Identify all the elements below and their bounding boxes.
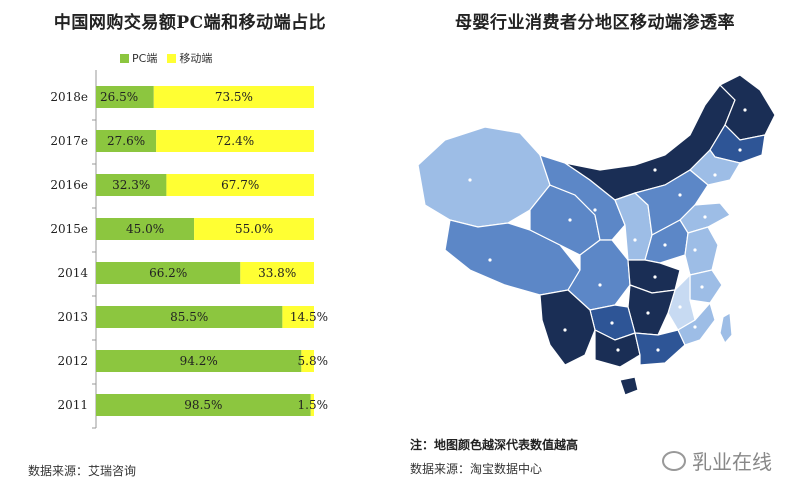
- legend-swatch-mobile: [167, 53, 177, 63]
- map-region-yunnan: [539, 289, 596, 366]
- data-label-mobile: 33.8%: [258, 266, 296, 280]
- china-map: [417, 74, 776, 396]
- bar-chart-title: 中国网购交易额PC端和移动端占比: [53, 13, 327, 33]
- bar-chart-plot: 2018e 26.5% 73.5% 2017e 27.6% 72.4% 2016e 32.3%…: [50, 70, 329, 429]
- bar-mobile: [301, 350, 314, 372]
- data-label-mobile: 72.4%: [216, 134, 254, 148]
- watermark-text: 乳业在线: [692, 450, 772, 474]
- category-label: 2018e: [50, 90, 88, 104]
- bar-pc: [96, 86, 154, 108]
- map-title: 母婴行业消费者分地区移动端渗透率: [455, 13, 735, 33]
- data-label-mobile: 14.5%: [290, 310, 328, 324]
- map-region-hainan: [619, 376, 639, 396]
- data-label-mobile: 1.5%: [298, 398, 329, 412]
- data-label-pc: 66.2%: [149, 266, 187, 280]
- legend-label-pc: PC端: [132, 52, 158, 65]
- bar-mobile: [282, 306, 314, 328]
- bar-mobile: [310, 394, 314, 416]
- bar-mobile: [194, 218, 314, 240]
- bar-pc: [96, 218, 195, 240]
- map-panel: 母婴行业消费者分地区移动端渗透率: [390, 0, 800, 495]
- legend-swatch-pc: [120, 53, 129, 63]
- map-region-hunan: [627, 284, 676, 336]
- data-label-mobile: 73.5%: [215, 90, 253, 104]
- bar-mobile: [240, 262, 314, 284]
- category-label: 2016e: [50, 178, 88, 192]
- data-label-pc: 32.3%: [112, 178, 150, 192]
- category-label: 2014: [57, 266, 88, 280]
- map-region-zhejiang: [689, 269, 723, 304]
- bar-pc: [96, 306, 283, 328]
- map-city-dots: [468, 108, 747, 352]
- data-label-pc: 26.5%: [100, 90, 138, 104]
- bar-chart-panel: 中国网购交易额PC端和移动端占比 PC端 移动端 2018e 26.5% 73.5%…: [0, 0, 380, 495]
- category-label: 2015e: [50, 222, 88, 236]
- data-label-pc: 45.0%: [126, 222, 164, 236]
- bar-mobile: [166, 174, 314, 196]
- data-label-pc: 98.5%: [184, 398, 222, 412]
- category-label: 2017e: [50, 134, 88, 148]
- map-region-fujian: [677, 301, 716, 346]
- data-label-pc: 85.5%: [170, 310, 208, 324]
- bar-pc: [96, 350, 302, 372]
- legend-label-mobile: 移动端: [179, 52, 213, 65]
- bar-mobile: [153, 86, 314, 108]
- category-label: 2013: [57, 310, 88, 324]
- bar-pc: [96, 262, 241, 284]
- map-region-jiangsu: [684, 226, 719, 276]
- bar-pc: [96, 394, 311, 416]
- watermark: 乳业在线: [662, 446, 772, 475]
- bar-mobile: [156, 130, 314, 152]
- map-region-taiwan: [719, 312, 733, 345]
- data-label-pc: 27.6%: [107, 134, 145, 148]
- data-label-mobile: 67.7%: [221, 178, 259, 192]
- map-note: 注：地图颜色越深代表数值越高: [410, 438, 579, 452]
- legend-item-pc: PC端: [120, 50, 157, 66]
- wechat-icon: [662, 450, 686, 471]
- map-region-guangdong: [634, 329, 686, 366]
- legend-item-mobile: 移动端: [167, 50, 212, 66]
- category-label: 2012: [57, 354, 88, 368]
- data-label-mobile: 5.8%: [298, 354, 329, 368]
- bar-pc: [96, 174, 167, 196]
- data-label-mobile: 55.0%: [235, 222, 273, 236]
- data-label-pc: 94.2%: [180, 354, 218, 368]
- bar-chart-legend: PC端 移动端: [120, 50, 212, 66]
- bar-chart-source: 数据来源：艾瑞咨询: [28, 464, 137, 478]
- bar-pc: [96, 130, 157, 152]
- category-label: 2011: [57, 398, 88, 412]
- map-source: 数据来源：淘宝数据中心: [410, 462, 543, 476]
